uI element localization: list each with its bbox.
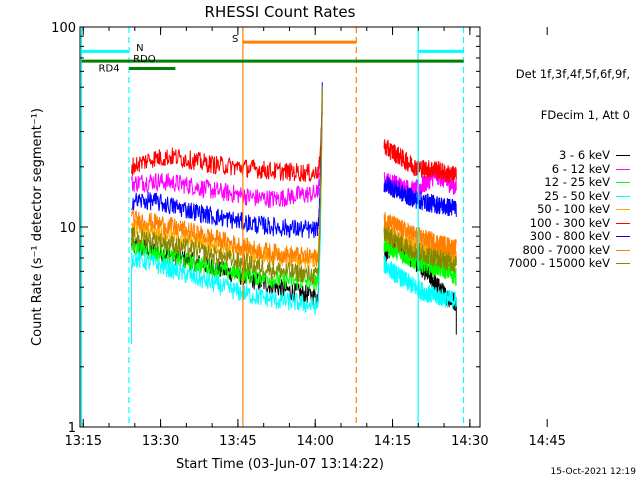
legend-swatch <box>616 195 630 197</box>
legend-item-label: 3 - 6 keV <box>559 148 610 162</box>
series-line-3-pre <box>131 89 323 316</box>
legend-swatch <box>616 236 630 238</box>
legend-swatch <box>616 155 630 157</box>
series-line-3-post <box>383 255 457 310</box>
legend: Det 1f,3f,4f,5f,6f,9f, FDecim 1, Att 0 3… <box>508 41 630 284</box>
y-tick-label: 10 <box>59 221 76 236</box>
legend-item-label: 50 - 100 keV <box>537 202 610 216</box>
series-line-7-post <box>383 211 457 258</box>
legend-item-label: 6 - 12 keV <box>551 161 610 176</box>
legend-swatch <box>616 168 630 170</box>
series-line-8-pre <box>131 85 323 285</box>
y-tick-label: 100 <box>51 21 76 36</box>
chart-title: RHESSI Count Rates <box>205 3 356 21</box>
footer-date: 15-Oct-2021 12:19 <box>551 467 637 477</box>
legend-item-label: 25 - 50 keV <box>544 188 610 203</box>
rd4-label: RD4 <box>99 63 120 74</box>
series-line-6-pre <box>131 82 323 239</box>
legend-header-line-2: FDecim 1, Att 0 <box>540 107 630 122</box>
legend-swatch <box>616 249 630 251</box>
series-line-1-pre <box>131 100 323 209</box>
legend-item: 300 - 800 keV <box>508 229 630 244</box>
x-tick-label: 14:30 <box>451 434 488 449</box>
x-tick-label: 13:15 <box>65 434 102 449</box>
legend-item: 25 - 50 keV <box>508 188 630 204</box>
legend-items: 3 - 6 keV 6 - 12 keV 12 - 25 keV 25 - 50 ke… <box>507 148 630 271</box>
series-line-8-post <box>383 226 457 273</box>
legend-swatch <box>616 263 630 265</box>
legend-header-line-1: Det 1f,3f,4f,5f,6f,9f, <box>515 67 630 81</box>
rdo-label: RDO <box>133 54 156 65</box>
series-line-7-pre <box>131 92 323 267</box>
legend-item: 800 - 7000 keV <box>508 242 630 258</box>
series-line-5-post <box>383 139 457 184</box>
night-label: N <box>136 43 143 54</box>
legend-item: 50 - 100 keV <box>508 202 630 217</box>
legend-item-label: 7000 - 15000 keV <box>507 256 610 270</box>
legend-item: 12 - 25 keV <box>508 175 630 190</box>
legend-item-label: 800 - 7000 keV <box>522 242 610 257</box>
legend-swatch <box>616 182 630 184</box>
legend-item: 3 - 6 keV <box>508 148 630 163</box>
y-tick-label: 1 <box>68 421 76 436</box>
x-tick-label: 14:00 <box>296 434 333 449</box>
legend-item: 6 - 12 keV <box>508 161 630 177</box>
legend-item-label: 12 - 25 keV <box>544 175 610 189</box>
series-line-6-post <box>383 176 457 218</box>
saa-label: S <box>232 34 238 45</box>
x-axis-label: Start Time (03-Jun-07 13:14:22) <box>176 457 384 472</box>
x-tick-label: 13:45 <box>219 434 256 449</box>
series-layer <box>131 82 457 345</box>
legend-item: 100 - 300 keV <box>508 215 630 231</box>
legend-swatch <box>616 209 630 211</box>
legend-item: 7000 - 15000 keV <box>507 256 630 271</box>
tick-layer: 13:15 13:30 13:45 14:00 14:15 14:30 14:45 1 10 10… <box>51 21 566 449</box>
series-line-5-pre <box>131 111 323 183</box>
x-tick-label: 14:45 <box>528 434 565 449</box>
x-tick-label: 13:30 <box>142 434 179 449</box>
x-tick-label: 14:15 <box>374 434 411 449</box>
y-axis-label: Count Rate (s⁻¹ detector segment⁻¹) <box>30 108 45 346</box>
legend-item-label: 300 - 800 keV <box>529 229 610 243</box>
legend-swatch <box>616 222 630 224</box>
legend-item-label: 100 - 300 keV <box>529 215 610 230</box>
